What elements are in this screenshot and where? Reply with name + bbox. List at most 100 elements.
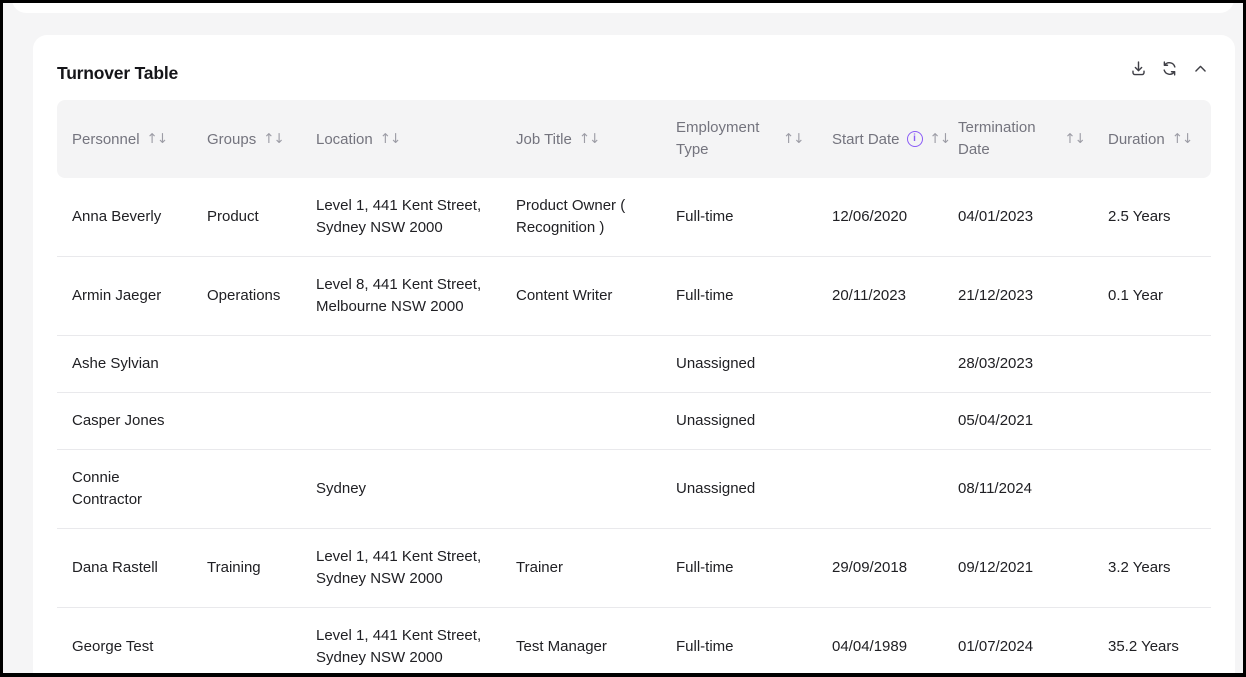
sort-icon[interactable]: ↑↓ bbox=[263, 131, 285, 147]
cell-personnel: Casper Jones bbox=[57, 392, 192, 450]
cell-employment-type: Full-time bbox=[661, 607, 817, 673]
sort-icon[interactable]: ↑↓ bbox=[578, 131, 601, 147]
column-header-groups[interactable]: Groups ↑↓ bbox=[192, 100, 301, 178]
column-label: Start Date bbox=[832, 130, 900, 148]
cell-location bbox=[301, 335, 501, 393]
column-label: Location bbox=[316, 130, 373, 148]
download-button[interactable] bbox=[1127, 57, 1149, 79]
cell-job-title: Trainer bbox=[501, 528, 661, 608]
cell-job-title bbox=[501, 392, 661, 450]
cell-employment-type: Unassigned bbox=[661, 392, 817, 450]
cell-start-date bbox=[817, 392, 943, 450]
cell-start-date: 12/06/2020 bbox=[832, 208, 908, 225]
cell-job-title bbox=[501, 335, 661, 393]
cell-job-title: Content Writer bbox=[501, 256, 661, 336]
download-icon bbox=[1129, 59, 1148, 78]
sort-icon[interactable]: ↑↓ bbox=[379, 131, 402, 147]
cell-termination-date: 21/12/2023 bbox=[943, 256, 1093, 336]
column-header-location[interactable]: Location ↑↓ bbox=[301, 100, 501, 178]
column-label: Duration bbox=[1108, 130, 1165, 148]
cell-groups: Product bbox=[207, 208, 259, 225]
column-header-start-date[interactable]: Start Date i ↑↓ bbox=[817, 100, 951, 178]
column-label: Termination Date bbox=[958, 119, 1036, 158]
cell-duration: 2.5 Years bbox=[1108, 208, 1171, 225]
cell-termination-date: 09/12/2021 bbox=[943, 528, 1093, 608]
cell-termination-date: 08/11/2024 bbox=[943, 449, 1093, 529]
cell-start-date: 29/09/2018 bbox=[817, 528, 943, 608]
table-row: Armin Jaeger Operations Level 8, 441 Ken… bbox=[57, 256, 1211, 336]
table-row: Ashe Sylvian Unassigned 28/03/2023 bbox=[57, 335, 1211, 393]
column-header-personnel[interactable]: Personnel ↑↓ bbox=[57, 100, 192, 178]
column-header-termination-date[interactable]: Termination Date ↑↓ bbox=[943, 100, 1093, 178]
cell-personnel: Ashe Sylvian bbox=[57, 335, 192, 393]
column-label: Employment Type bbox=[676, 119, 760, 158]
table-row: Dana Rastell Training Level 1, 441 Kent … bbox=[57, 528, 1211, 608]
sort-icon[interactable]: ↑↓ bbox=[1171, 131, 1194, 147]
turnover-table-card: Turnover Table bbox=[33, 35, 1235, 673]
cell-personnel: George Test bbox=[57, 607, 192, 673]
cell-duration: 0.1 Year bbox=[1093, 256, 1211, 336]
cell-groups: Training bbox=[192, 528, 301, 608]
column-label: Groups bbox=[207, 130, 257, 148]
column-header-employment-type[interactable]: Employment Type ↑↓ bbox=[661, 100, 817, 178]
cell-employment-type: Full-time bbox=[676, 208, 734, 225]
cell-employment-type: Unassigned bbox=[661, 449, 817, 529]
previous-card-edge bbox=[12, 3, 1234, 13]
cell-employment-type: Unassigned bbox=[661, 335, 817, 393]
cell-termination-date: 05/04/2021 bbox=[943, 392, 1093, 450]
turnover-table: Personnel ↑↓ Groups ↑↓ Location ↑↓ bbox=[57, 100, 1211, 673]
cell-termination-date: 28/03/2023 bbox=[943, 335, 1093, 393]
table-row: Anna Beverly Product Level 1, 441 Kent S… bbox=[57, 178, 1211, 257]
cell-start-date bbox=[817, 335, 943, 393]
cell-personnel: Dana Rastell bbox=[57, 528, 192, 608]
chevron-up-icon bbox=[1191, 59, 1210, 78]
card-header: Turnover Table bbox=[57, 55, 1211, 84]
cell-groups bbox=[192, 607, 301, 673]
cell-location: Level 1, 441 Kent Street, Sydney NSW 200… bbox=[301, 607, 501, 673]
cell-termination-date: 04/01/2023 bbox=[958, 208, 1034, 225]
cell-groups bbox=[192, 392, 301, 450]
cell-location: Level 8, 441 Kent Street, Melbourne NSW … bbox=[301, 256, 501, 336]
cell-termination-date: 01/07/2024 bbox=[943, 607, 1093, 673]
table-row: Casper Jones Unassigned 05/04/2021 bbox=[57, 392, 1211, 450]
column-label: Personnel bbox=[72, 130, 140, 148]
card-title: Turnover Table bbox=[57, 63, 179, 83]
sort-icon[interactable]: ↑↓ bbox=[1064, 131, 1086, 147]
cell-personnel: Armin Jaeger bbox=[57, 256, 192, 336]
cell-duration: 3.2 Years bbox=[1093, 528, 1211, 608]
cell-start-date: 20/11/2023 bbox=[817, 256, 943, 336]
sort-icon[interactable]: ↑↓ bbox=[783, 131, 805, 147]
refresh-icon bbox=[1160, 59, 1179, 78]
cell-location: Level 1, 441 Kent Street, Sydney NSW 200… bbox=[301, 528, 501, 608]
cell-groups bbox=[192, 449, 301, 529]
column-header-duration[interactable]: Duration ↑↓ bbox=[1093, 100, 1211, 178]
column-label: Job Title bbox=[516, 130, 572, 148]
cell-employment-type: Full-time bbox=[661, 528, 817, 608]
cell-job-title: Test Manager bbox=[501, 607, 661, 673]
collapse-button[interactable] bbox=[1189, 57, 1211, 79]
cell-start-date bbox=[817, 449, 943, 529]
sort-icon[interactable]: ↑↓ bbox=[929, 131, 952, 147]
cell-duration bbox=[1093, 335, 1211, 393]
column-header-job-title[interactable]: Job Title ↑↓ bbox=[501, 100, 661, 178]
sort-icon[interactable]: ↑↓ bbox=[146, 131, 169, 147]
table-row: George Test Level 1, 441 Kent Street, Sy… bbox=[57, 607, 1211, 673]
cell-duration bbox=[1093, 449, 1211, 529]
refresh-button[interactable] bbox=[1158, 57, 1180, 79]
table-header: Personnel ↑↓ Groups ↑↓ Location ↑↓ bbox=[57, 100, 1211, 178]
cell-job-title: Product Owner ( Recognition ) bbox=[516, 197, 626, 236]
cell-personnel: Anna Beverly bbox=[72, 208, 162, 225]
table-body: Anna Beverly Product Level 1, 441 Kent S… bbox=[57, 178, 1211, 673]
info-icon[interactable]: i bbox=[906, 131, 923, 147]
table-row: Connie Contractor Sydney Unassigned 08/1… bbox=[57, 449, 1211, 529]
cell-personnel: Connie Contractor bbox=[57, 449, 192, 529]
cell-duration: 35.2 Years bbox=[1093, 607, 1211, 673]
cell-job-title bbox=[501, 449, 661, 529]
cell-start-date: 04/04/1989 bbox=[817, 607, 943, 673]
cell-employment-type: Full-time bbox=[661, 256, 817, 336]
cell-groups: Operations bbox=[192, 256, 301, 336]
cell-location: Level 1, 441 Kent Street, Sydney NSW 200… bbox=[316, 197, 482, 236]
cell-duration bbox=[1093, 392, 1211, 450]
cell-groups bbox=[192, 335, 301, 393]
cell-location bbox=[301, 392, 501, 450]
